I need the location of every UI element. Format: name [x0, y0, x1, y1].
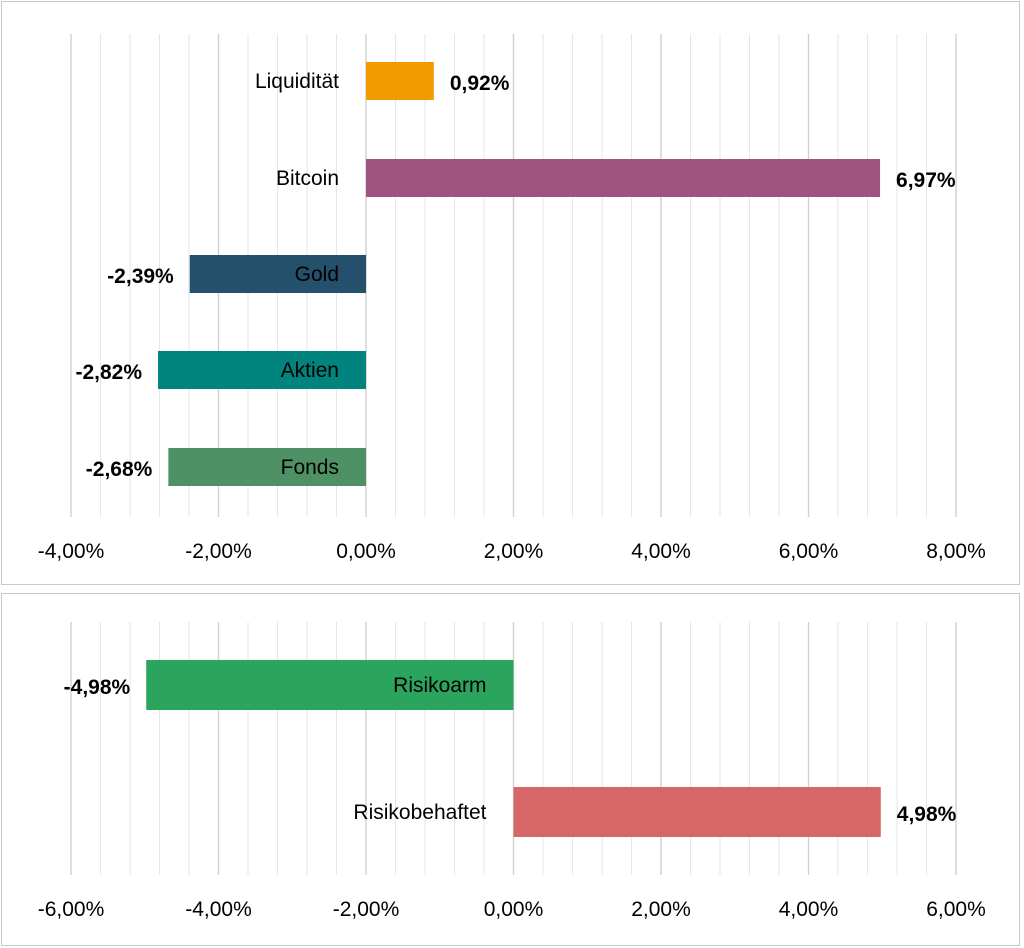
- x-tick-label: 6,00%: [779, 540, 839, 563]
- category-label: Aktien: [281, 359, 339, 382]
- value-label: -2,68%: [86, 458, 153, 481]
- value-label: 6,97%: [896, 169, 956, 192]
- x-tick-label: -2,00%: [185, 540, 252, 563]
- x-tick-label: -4,00%: [185, 898, 252, 921]
- bar-risikoarm: [146, 660, 514, 710]
- value-label: -2,39%: [107, 265, 174, 288]
- value-label: -2,82%: [75, 361, 142, 384]
- x-tick-label: -2,00%: [333, 898, 400, 921]
- category-label: Risikobehaftet: [353, 801, 486, 824]
- x-tick-label: 4,00%: [631, 540, 691, 563]
- category-label: Risikoarm: [393, 674, 486, 697]
- category-label: Gold: [295, 263, 339, 286]
- x-tick-label: 0,00%: [336, 540, 396, 563]
- bar-aktien: [158, 351, 366, 389]
- bar-liquidität: [366, 62, 434, 100]
- x-tick-label: 4,00%: [779, 898, 839, 921]
- bar-gold: [189, 255, 366, 293]
- chart-risk: -6,00% -4,00% -2,00% 0,00% 2,00% 4,00% 6,00% Ri…: [38, 622, 986, 921]
- bar-fonds: [168, 448, 366, 486]
- chart-assets: -4,00% -2,00% 0,00% 2,00% 4,00% 6,00% 8,00% Liq…: [38, 34, 986, 563]
- category-label: Fonds: [281, 456, 339, 479]
- chart-panel-risk: -6,00% -4,00% -2,00% 0,00% 2,00% 4,00% 6,00% Ri…: [1, 593, 1020, 946]
- x-tick-label: -6,00%: [38, 898, 105, 921]
- x-tick-label: -4,00%: [38, 540, 105, 563]
- value-label: -4,98%: [64, 676, 131, 699]
- bar-risikobehaftet: [513, 787, 881, 837]
- category-label: Liquidität: [255, 70, 339, 93]
- x-tick-label: 2,00%: [631, 898, 691, 921]
- category-label: Bitcoin: [276, 167, 339, 190]
- x-tick-label: 6,00%: [926, 898, 986, 921]
- x-tick-label: 8,00%: [926, 540, 986, 563]
- bar-bitcoin: [366, 159, 881, 197]
- x-tick-label: 0,00%: [484, 898, 544, 921]
- value-label: 4,98%: [897, 803, 957, 826]
- chart-panel-assets: -4,00% -2,00% 0,00% 2,00% 4,00% 6,00% 8,00% Liq…: [1, 1, 1020, 585]
- value-label: 0,92%: [450, 72, 510, 95]
- x-tick-label: 2,00%: [484, 540, 544, 563]
